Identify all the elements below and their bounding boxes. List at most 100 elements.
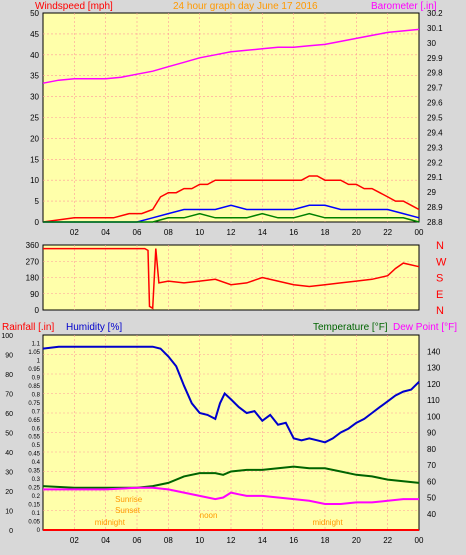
rainfall-tick-label: 0.65 — [28, 418, 40, 424]
humidity-tick-label: 40 — [5, 450, 13, 457]
humidity-x-tick-label: 20 — [352, 536, 361, 545]
rainfall-tick-label: 0.9 — [32, 375, 41, 381]
rainfall-tick-label: 0.2 — [32, 494, 41, 500]
sunrise-label: Sunrise — [115, 495, 143, 504]
windspeed-tick-label: 30 — [30, 93, 39, 102]
rainfall-tick-label: 0.4 — [32, 460, 41, 466]
rainfall-tick-label: 0.55 — [28, 435, 40, 441]
compass-label: S — [436, 273, 443, 285]
rainfall-tick-label: 0 — [37, 528, 41, 534]
humidity-x-tick-label: 14 — [258, 536, 267, 545]
barometer-line — [42, 28, 420, 84]
rainfall-tick-label: 0.15 — [28, 503, 40, 509]
rainfall-tick-label: 0.1 — [32, 511, 41, 517]
windspeed-tick-label: 10 — [30, 176, 39, 185]
temperature-tick-label: 100 — [427, 412, 441, 421]
humidity-tick-label: 50 — [5, 431, 13, 438]
temperature-tick-label: 90 — [427, 429, 436, 438]
rainfall-tick-label: 1.05 — [28, 350, 40, 356]
temperature-tick-label: 110 — [427, 396, 440, 405]
temperature-tick-label: 140 — [427, 347, 441, 356]
windspeed-tick-label: 25 — [30, 114, 39, 123]
rainfall-tick-label: 0.35 — [28, 469, 40, 475]
windspeed-tick-label: 15 — [30, 155, 39, 164]
wind-direction-line — [43, 247, 420, 310]
direction-tick-label: 270 — [26, 257, 40, 266]
barometer-tick-label: 30.1 — [427, 24, 443, 33]
humidity-x-tick-label: 02 — [70, 536, 79, 545]
wind-x-tick-label: 00 — [415, 228, 424, 237]
temperature-tick-label: 70 — [427, 461, 436, 470]
barometer-tick-label: 29.6 — [427, 99, 443, 108]
dewpoint-line — [43, 486, 419, 505]
midnight-label: midnight — [95, 518, 126, 527]
temperature-tick-label: 40 — [427, 510, 436, 519]
wind-x-tick-label: 14 — [258, 228, 267, 237]
direction-tick-label: 90 — [30, 290, 39, 299]
humidity-tick-label: 90 — [5, 353, 13, 360]
wind-x-tick-label: 10 — [195, 228, 204, 237]
direction-tick-label: 360 — [26, 241, 40, 250]
windspeed-tick-label: 0 — [35, 218, 40, 227]
wind-gust-line — [42, 175, 420, 223]
humidity-x-tick-label: 22 — [383, 536, 392, 545]
wind-x-tick-label: 12 — [227, 228, 236, 237]
barometer-tick-label: 30.2 — [427, 9, 443, 18]
humidity-x-tick-label: 04 — [101, 536, 110, 545]
rainfall-tick-label: 1.1 — [32, 341, 41, 347]
rainfall-tick-label: 0.95 — [28, 367, 40, 373]
rainfall-tick-label: 0.05 — [28, 520, 40, 526]
direction-tick-label: 0 — [35, 306, 40, 315]
noon-label: noon — [200, 511, 218, 520]
sunset-label: Sunset — [115, 506, 141, 515]
temperature-tick-label: 50 — [427, 494, 436, 503]
barometer-tick-label: 29.3 — [427, 143, 443, 152]
windspeed-tick-label: 45 — [30, 30, 39, 39]
barometer-tick-label: 28.8 — [427, 218, 443, 227]
windspeed-tick-label: 40 — [30, 51, 39, 60]
humidity-tick-label: 10 — [5, 509, 13, 516]
midnight-label-2: midnight — [312, 518, 343, 527]
rainfall-tick-label: 0.5 — [32, 443, 41, 449]
compass-label: W — [436, 256, 447, 268]
humidity-line — [42, 345, 420, 444]
humidity-tick-label: 0 — [9, 528, 13, 535]
humidity-tick-label: 20 — [5, 489, 13, 496]
humidity-tick-label: 60 — [5, 411, 13, 418]
wind-avg-line — [43, 204, 420, 223]
temperature-tick-label: 130 — [427, 364, 441, 373]
barometer-tick-label: 28.9 — [427, 203, 443, 212]
rainfall-tick-label: 0.75 — [28, 401, 40, 407]
wind-x-tick-label: 22 — [383, 228, 392, 237]
windspeed-tick-label: 35 — [30, 72, 39, 81]
compass-label: N — [436, 240, 444, 252]
rainfall-tick-label: 0.3 — [32, 477, 41, 483]
humidity-x-tick-label: 10 — [195, 536, 204, 545]
wind-x-tick-label: 16 — [289, 228, 298, 237]
humidity-x-tick-label: 16 — [289, 536, 298, 545]
barometer-tick-label: 29 — [427, 188, 436, 197]
rainfall-axis-label: Rainfall [.in] — [2, 322, 54, 333]
wind-x-tick-label: 20 — [352, 228, 361, 237]
humidity-x-tick-label: 12 — [227, 536, 236, 545]
compass-label: N — [436, 305, 444, 317]
rainfall-tick-label: 0.85 — [28, 384, 40, 390]
wind-x-tick-label: 04 — [101, 228, 110, 237]
windspeed-tick-label: 50 — [30, 9, 39, 18]
direction-tick-label: 180 — [26, 274, 40, 283]
windspeed-tick-label: 20 — [30, 134, 39, 143]
barometer-tick-label: 29.4 — [427, 128, 443, 137]
humidity-x-tick-label: 18 — [321, 536, 330, 545]
rainfall-tick-label: 0.7 — [32, 409, 41, 415]
wind-x-tick-label: 02 — [70, 228, 79, 237]
temperature-tick-label: 120 — [427, 380, 441, 389]
barometer-tick-label: 29.7 — [427, 84, 443, 93]
compass-label: E — [436, 289, 443, 301]
temperature-line — [42, 465, 420, 489]
windspeed-axis-label: Windspeed [mph] — [35, 1, 113, 12]
wind-low-line — [43, 212, 420, 223]
wind-x-tick-label: 08 — [164, 228, 173, 237]
humidity-tick-label: 70 — [5, 392, 13, 399]
barometer-tick-label: 29.2 — [427, 158, 443, 167]
barometer-tick-label: 29.9 — [427, 54, 443, 63]
